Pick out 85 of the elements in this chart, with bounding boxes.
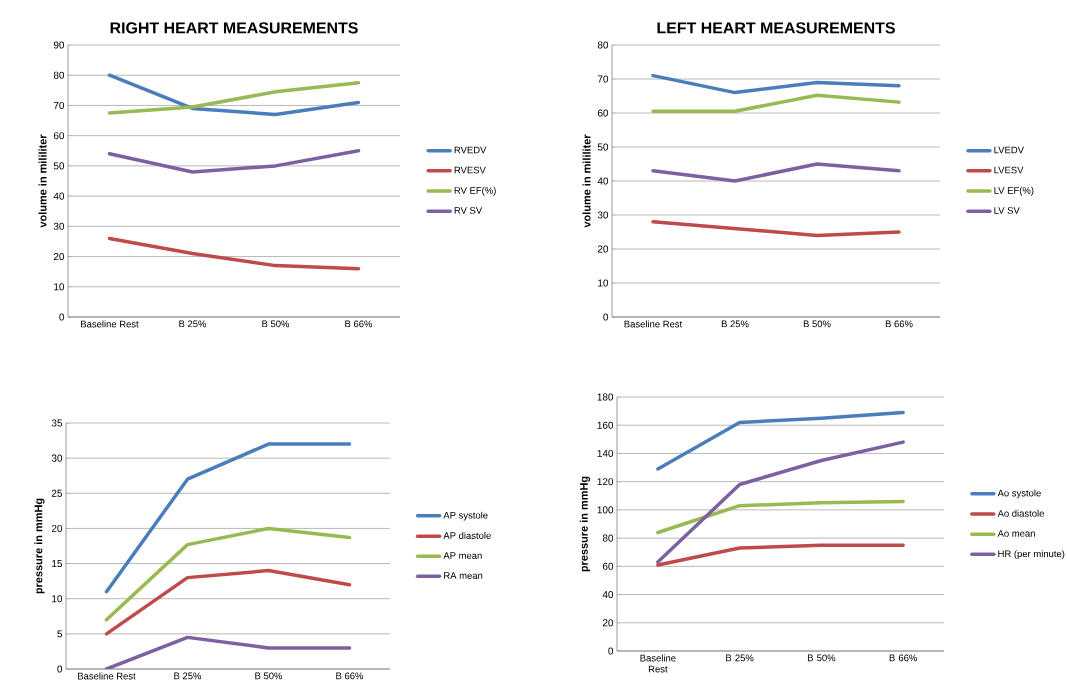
y-tick-label: 5 xyxy=(57,630,63,638)
legend-label: RV SV xyxy=(454,207,483,214)
line-series xyxy=(651,73,901,95)
x-tick-label: B 25% xyxy=(721,320,749,328)
x-tick-label: B 66% xyxy=(889,654,917,662)
x-tick-label: B 50% xyxy=(803,320,831,328)
y-tick-label: 90 xyxy=(53,41,65,49)
y-tick-label: 60 xyxy=(597,109,609,117)
legend-label: Ao diastole xyxy=(997,509,1044,517)
y-tick-label: 30 xyxy=(53,222,65,230)
y-tick-label: 0 xyxy=(608,647,614,655)
y-tick-label: 80 xyxy=(602,534,614,542)
y-tick-label: 100 xyxy=(597,506,614,514)
y-tick-label: 60 xyxy=(53,132,65,140)
y-tick-label: 140 xyxy=(597,449,614,457)
x-tick-label: Baseline Rest xyxy=(624,320,683,328)
y-tick-label: 50 xyxy=(597,143,609,151)
y-tick-label: 70 xyxy=(53,101,65,109)
y-tick-label: 15 xyxy=(52,560,63,568)
y-tick-label: 0 xyxy=(603,313,609,321)
legend-label: RVESV xyxy=(454,166,486,174)
y-tick-label: 20 xyxy=(51,524,63,532)
y-axis-title: volume in mililiter xyxy=(38,134,47,228)
y-tick-label: 80 xyxy=(597,41,609,49)
x-tick-label: B 50% xyxy=(262,320,290,328)
y-tick-label: 80 xyxy=(53,71,65,79)
x-tick-label: B 66% xyxy=(885,320,913,328)
y-tick-label: 20 xyxy=(53,253,65,261)
legend-label: RA mean xyxy=(444,572,483,579)
x-tick-label: Baseline Rest xyxy=(81,320,139,328)
y-tick-label: 40 xyxy=(53,192,65,200)
x-tick-label: B 50% xyxy=(807,654,836,662)
legend-label: LV EF(%) xyxy=(994,186,1034,196)
legend-label: Ao systole xyxy=(997,489,1041,499)
y-tick-label: 50 xyxy=(53,162,65,170)
y-tick-label: 25 xyxy=(51,489,63,497)
line-series xyxy=(107,81,361,115)
line-series xyxy=(656,410,905,471)
y-tick-label: 40 xyxy=(597,177,609,185)
line-series xyxy=(107,149,361,174)
y-tick-label: 0 xyxy=(57,665,63,673)
legend-label: AP mean xyxy=(443,552,482,559)
x-tick-label: B 25% xyxy=(179,320,207,328)
y-tick-label: 10 xyxy=(54,283,65,291)
y-tick-label: 20 xyxy=(597,245,609,253)
y-tick-label: 10 xyxy=(598,279,609,287)
y-tick-label: 30 xyxy=(597,211,609,219)
y-tick-label: 30 xyxy=(51,454,63,462)
y-tick-label: 120 xyxy=(597,478,614,486)
y-tick-label: 20 xyxy=(602,619,614,627)
x-tick-label: Baseline Rest xyxy=(640,654,676,673)
line-series xyxy=(104,568,352,636)
chart-title: RIGHT HEART MEASUREMENTS xyxy=(110,22,358,34)
legend-label: RVEDV xyxy=(454,146,487,154)
line-series xyxy=(104,526,352,622)
legend-label: Ao mean xyxy=(997,530,1035,537)
legend-label: AP diastole xyxy=(443,532,491,539)
y-tick-label: 35 xyxy=(51,419,63,427)
x-tick-label: B 66% xyxy=(336,672,364,680)
x-tick-label: B 25% xyxy=(726,654,754,662)
legend-label: RV EF(%) xyxy=(454,186,496,196)
line-series xyxy=(656,440,905,564)
y-tick-label: 60 xyxy=(602,562,614,570)
line-series xyxy=(107,73,361,117)
legend-label: HR (per minute) xyxy=(998,550,1065,559)
legend-label: LV SV xyxy=(994,207,1020,214)
y-tick-label: 160 xyxy=(597,421,614,429)
y-tick-label: 10 xyxy=(52,595,63,603)
x-tick-label: B 50% xyxy=(255,672,283,680)
y-axis-title: pressure in mmHg xyxy=(579,476,591,572)
y-axis-title: volume in mililiter xyxy=(582,134,591,228)
y-axis-title: pressure in mmHg xyxy=(34,498,45,594)
legend-label: AP systole xyxy=(443,511,488,521)
legend-label: LVEDV xyxy=(994,146,1024,154)
x-tick-label: B 66% xyxy=(345,320,373,328)
line-series xyxy=(107,236,361,271)
line-series xyxy=(656,499,905,535)
x-tick-label: Baseline Rest xyxy=(78,672,136,680)
y-tick-label: 0 xyxy=(59,313,65,321)
legend-label: LVESV xyxy=(994,166,1024,174)
y-tick-label: 40 xyxy=(602,591,614,599)
y-tick-label: 70 xyxy=(597,75,609,83)
x-tick-label: B 25% xyxy=(174,672,202,680)
chart-title: LEFT HEART MEASUREMENTS xyxy=(657,22,895,34)
y-tick-label: 180 xyxy=(597,393,614,401)
